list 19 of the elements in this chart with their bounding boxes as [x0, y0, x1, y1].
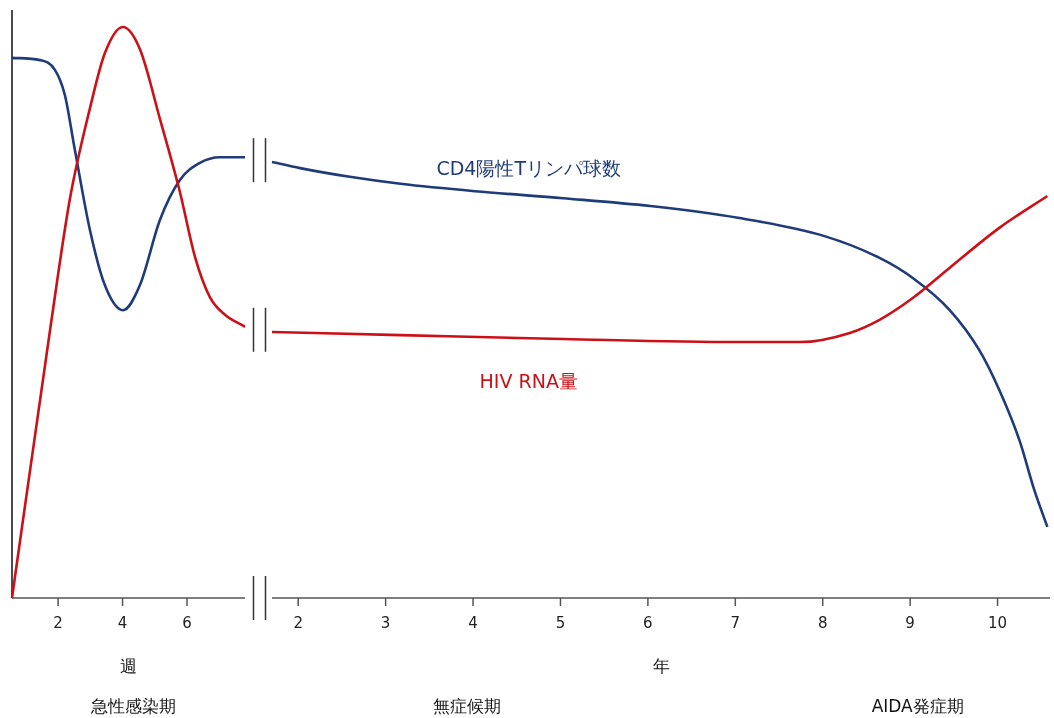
- x-tick-label: 9: [905, 614, 915, 632]
- text: AIDA発症期: [871, 696, 964, 716]
- series-label: HIV RNA量: [479, 370, 578, 393]
- x-tick-label: 5: [555, 614, 566, 632]
- x-tick-label: 2: [53, 614, 63, 632]
- x-axis-title: 年: [652, 656, 670, 676]
- x-tick-label: 6: [643, 614, 653, 632]
- text: 無症候期: [432, 696, 501, 716]
- series-label: CD4陽性Tリンパ球数: [436, 157, 622, 180]
- x-tick-label: 3: [380, 614, 391, 632]
- x-tick-label: 8: [817, 614, 828, 632]
- text: 急性感染期: [89, 696, 176, 716]
- x-tick-label: 10: [988, 614, 1008, 632]
- x-tick-label: 2: [293, 614, 303, 632]
- x-tick-label: 4: [117, 614, 128, 632]
- x-tick-label: 7: [730, 614, 741, 632]
- x-axis-title: 週: [120, 656, 137, 676]
- x-tick-label: 6: [182, 614, 192, 632]
- x-tick-label: 4: [468, 614, 478, 632]
